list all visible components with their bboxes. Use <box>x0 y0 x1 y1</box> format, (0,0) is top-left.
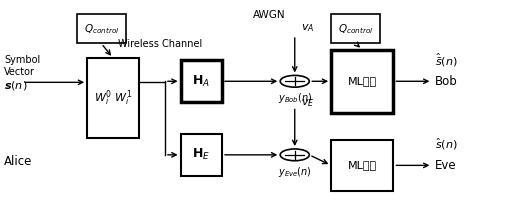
Bar <box>181 134 222 176</box>
Text: AWGN: AWGN <box>253 10 285 20</box>
Text: Alice: Alice <box>4 155 32 168</box>
Text: $v_A$: $v_A$ <box>301 22 314 34</box>
Bar <box>77 14 126 43</box>
Text: Bob: Bob <box>435 75 458 88</box>
Text: $v_E$: $v_E$ <box>301 97 314 109</box>
Text: $W_i^0\ W_i^1$: $W_i^0\ W_i^1$ <box>94 88 133 108</box>
Text: $\boldsymbol{s}(n)$: $\boldsymbol{s}(n)$ <box>4 79 28 92</box>
Text: $Q_{control}$: $Q_{control}$ <box>338 22 374 36</box>
Text: $y_{Eve}(n)$: $y_{Eve}(n)$ <box>278 165 312 179</box>
Bar <box>87 58 139 138</box>
Text: ML检测: ML检测 <box>348 76 377 86</box>
Text: $\hat{\bar{s}}(n)$: $\hat{\bar{s}}(n)$ <box>435 52 458 69</box>
Bar <box>331 14 381 43</box>
Text: $\mathbf{H}_E$: $\mathbf{H}_E$ <box>192 147 210 162</box>
Text: ML检测: ML检测 <box>348 160 377 170</box>
Bar <box>331 140 394 191</box>
Text: Vector: Vector <box>4 67 35 77</box>
Text: $\mathbf{H}_A$: $\mathbf{H}_A$ <box>192 74 210 89</box>
Text: Symbol: Symbol <box>4 55 40 65</box>
Text: Wireless Channel: Wireless Channel <box>117 39 202 49</box>
Circle shape <box>280 75 310 87</box>
Text: $\hat{s}(n)$: $\hat{s}(n)$ <box>435 137 458 152</box>
Bar <box>181 60 222 102</box>
Bar <box>331 50 394 113</box>
Text: Eve: Eve <box>435 159 457 172</box>
Text: $y_{Bob}(n)$: $y_{Bob}(n)$ <box>278 91 312 105</box>
Text: $Q_{control}$: $Q_{control}$ <box>84 22 119 36</box>
Circle shape <box>280 149 310 161</box>
